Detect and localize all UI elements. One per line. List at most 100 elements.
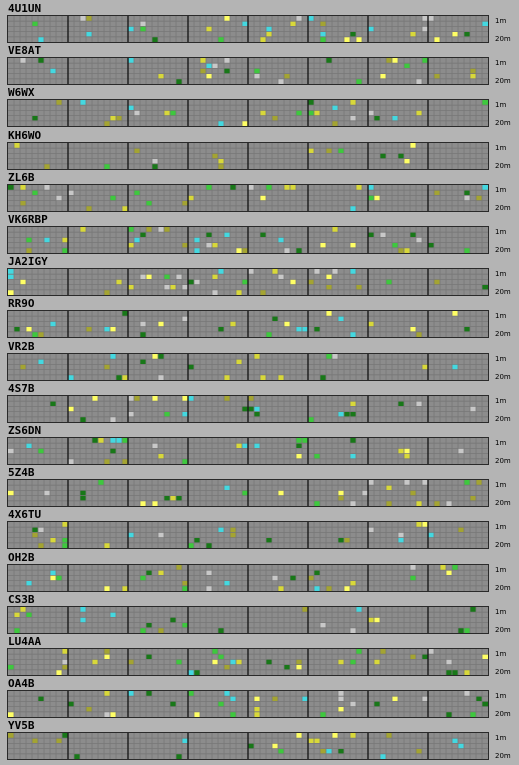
signal-cell [374,115,380,122]
signal-cell [128,691,134,697]
propagation-grid [7,57,489,86]
signal-cell [254,411,260,417]
signal-cell [314,453,320,459]
signal-cell [308,416,314,422]
signal-cell [470,406,476,412]
station-row: 4X6TU 1m 20m [0,509,519,551]
signal-cell [206,585,212,591]
signal-cell [356,36,362,42]
signal-cell [170,110,176,116]
signal-cell [218,527,224,533]
signal-cell [62,237,68,243]
signal-cell [128,242,134,248]
signal-cell [176,78,182,85]
signal-cell [140,274,146,280]
signal-cell [206,63,212,69]
signal-cell [26,580,32,586]
signal-cell [290,184,296,190]
signal-cell [266,31,272,37]
signal-cell [56,100,62,106]
signal-cell [56,195,62,201]
signal-cell [302,326,308,333]
signal-cell [344,411,350,417]
signal-cell [482,21,488,27]
signal-cell [422,696,428,702]
signal-cell [248,269,254,275]
signal-cell [398,532,404,538]
signal-cell [248,395,254,401]
signal-cell [278,748,284,755]
signal-cell [104,691,110,697]
signal-cell [452,31,458,37]
signal-cell [38,36,44,42]
signal-cell [194,247,200,253]
signal-cell [212,63,218,69]
signal-cell [404,480,410,486]
signal-cell [242,121,248,127]
signal-cell [158,227,164,233]
signal-cell [350,438,356,444]
band-label-bottom: 20m [495,203,511,212]
signal-cell [428,16,434,22]
signal-cell [356,184,362,190]
signal-cell [218,163,224,169]
band-label-bottom: 20m [495,161,511,170]
signal-cell [158,374,164,380]
signal-cell [206,569,212,575]
signal-cell [218,326,224,333]
signal-cell [224,485,230,491]
signal-cell [212,242,218,248]
signal-cell [176,564,182,570]
signal-cell [182,585,188,591]
signal-cell [260,110,266,116]
station-callsign: 4U1UN [8,2,42,15]
signal-cell [146,274,152,280]
signal-cell [440,564,446,570]
signal-cell [458,448,464,454]
signal-cell [386,58,392,64]
signal-cell [314,110,320,116]
band-label-bottom: 20m [495,710,511,719]
signal-cell [140,321,146,327]
signal-cell [56,669,62,675]
signal-cell [230,321,236,327]
signal-cell [452,564,458,570]
band-label-bottom: 20m [495,35,511,43]
signal-cell [242,279,248,285]
signal-cell [338,490,344,496]
signal-cell [302,438,308,444]
band-label-top: 1m [495,481,507,490]
station-row: RR9O 1m 20m [0,298,519,340]
band-label-bottom: 20m [495,541,511,550]
signal-cell [38,543,44,549]
signal-cell [254,711,260,718]
signal-cell [332,105,338,111]
signal-cell [98,480,104,486]
signal-cell [212,289,218,296]
signal-cell [110,438,116,444]
signal-cell [236,659,242,665]
signal-cell [8,448,14,454]
signal-cell [32,115,38,122]
signal-cell [182,284,188,290]
signal-cell [224,232,230,238]
signal-cell [452,363,458,370]
signal-cell [152,36,158,42]
signal-cell [320,36,326,42]
signal-cell [224,16,230,22]
signal-cell [380,649,386,655]
signal-cell [320,622,326,628]
signal-cell [158,453,164,459]
signal-cell [8,289,14,296]
signal-cell [422,363,428,370]
signal-cell [374,617,380,623]
signal-cell [464,480,470,486]
signal-cell [134,147,140,153]
signal-cell [80,490,86,496]
signal-cell [284,184,290,190]
signal-cell [8,269,14,275]
signal-cell [80,100,86,106]
signal-cell [326,284,332,290]
signal-cell [230,527,236,533]
signal-cell [350,269,356,275]
